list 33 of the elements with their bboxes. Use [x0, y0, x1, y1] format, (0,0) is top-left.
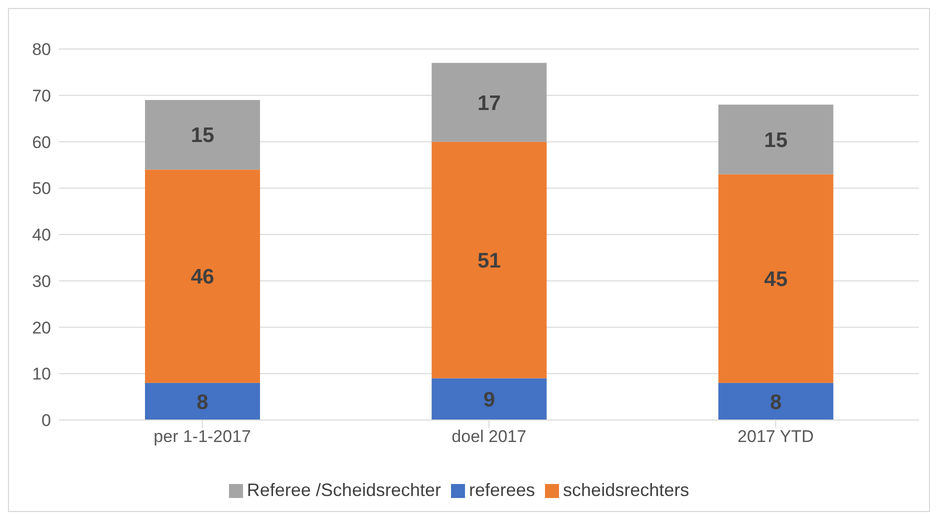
bar	[145, 382, 260, 420]
bar	[718, 104, 834, 174]
data-label: 15	[764, 128, 788, 152]
data-label: 46	[190, 266, 214, 289]
bar	[145, 170, 260, 383]
y-tick-label: 0	[42, 411, 51, 430]
legend-label: Referee /Scheidsrechter	[246, 480, 441, 500]
bar	[718, 174, 834, 383]
y-tick-label: 50	[32, 179, 51, 198]
y-tick-label: 30	[32, 272, 51, 291]
data-label: 17	[477, 92, 501, 115]
x-tick-label: doel 2017	[452, 427, 526, 446]
bar	[718, 382, 834, 420]
x-tick-label: 2017 YTD	[738, 427, 814, 446]
data-label: 8	[770, 390, 782, 414]
legend-label: scheidsrechters	[563, 480, 690, 500]
bar	[432, 62, 547, 142]
data-label: 51	[477, 249, 502, 272]
y-tick-label: 60	[32, 132, 51, 152]
data-label: 45	[764, 268, 788, 292]
y-tick-label: 70	[32, 86, 51, 106]
data-label: 15	[190, 124, 214, 148]
legend-label: referees	[469, 480, 536, 500]
y-tick-label: 10	[32, 364, 51, 384]
y-tick-label: 20	[32, 318, 51, 338]
y-tick-label: 40	[32, 226, 51, 245]
data-label: 9	[483, 388, 496, 412]
y-tick-label: 80	[32, 40, 51, 60]
data-label: 8	[196, 390, 209, 414]
bar	[432, 142, 547, 378]
bar	[145, 100, 260, 170]
x-tick-label: per 1-1-2017	[154, 427, 252, 446]
bar	[432, 378, 547, 420]
